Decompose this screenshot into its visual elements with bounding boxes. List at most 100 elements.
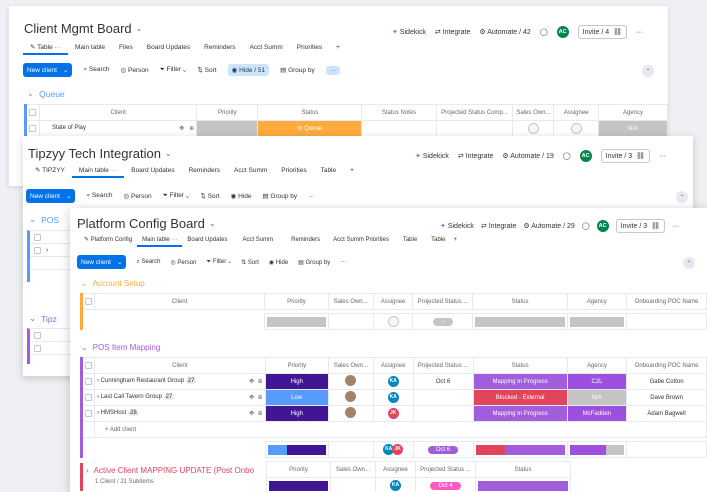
col-status[interactable]: Status (472, 293, 568, 310)
col-client[interactable]: Client (38, 104, 198, 121)
sales-owner-avatar[interactable] (345, 407, 357, 418)
col-priority[interactable]: Priority (264, 357, 329, 374)
add-view-button[interactable]: + (350, 167, 354, 174)
hide-button[interactable]: ◉ Hide (268, 259, 289, 266)
expand-chevron-icon[interactable]: › (97, 394, 99, 400)
agency-badge[interactable]: N/A (568, 390, 626, 405)
integrate-button[interactable]: ⇄ Integrate (480, 223, 517, 230)
automate-button[interactable]: ⚙ Automate / 42 (479, 29, 531, 36)
more-icon[interactable]: ··· (672, 222, 680, 230)
chat-icon[interactable]: ◯ (562, 153, 571, 160)
client-name[interactable]: State of Play (51, 125, 86, 131)
assignee-avatar[interactable]: KA (387, 376, 399, 387)
comment-icon[interactable]: ⊕ (257, 411, 263, 417)
row-checkbox[interactable] (29, 124, 37, 132)
expand-icon[interactable]: ✥ (249, 411, 255, 417)
tab-platform-config[interactable]: ✎ Platform Config (84, 237, 133, 243)
projected-date[interactable] (412, 405, 474, 422)
row-checkbox[interactable] (34, 247, 41, 254)
client-name[interactable]: HMSHost (100, 410, 127, 416)
col-agency[interactable]: Agency (598, 104, 668, 121)
sort-button[interactable]: ⇅ Sort (200, 193, 220, 200)
status-badge[interactable]: Mapping In Progress (474, 406, 567, 421)
new-client-button[interactable]: New client ⌄ (26, 189, 76, 203)
chat-icon[interactable]: ◯ (539, 29, 548, 36)
invite-button[interactable]: Invite / 4 ⛓ (577, 25, 628, 39)
hide-button[interactable]: ◉ Hide / 51 (227, 64, 270, 76)
tab-table-2[interactable]: Table (431, 237, 446, 243)
projected-date[interactable]: Oct 6 (412, 373, 474, 390)
col-agency[interactable]: Agency (566, 293, 628, 310)
chevron-right-icon[interactable]: › (86, 466, 89, 475)
col-client[interactable]: Client (94, 357, 266, 374)
group-title-pos-mapping[interactable]: POS Item Mapping (92, 343, 161, 352)
row-checkbox[interactable] (85, 377, 92, 385)
tab-acct-summ-priorities[interactable]: Acct Summ Priorities (333, 237, 389, 243)
avatar[interactable]: AC (556, 26, 569, 38)
tab-priorities[interactable]: Priorities (296, 44, 323, 51)
priority-badge[interactable]: Low (266, 390, 328, 405)
poc-name[interactable]: Adam Bagwell (626, 405, 707, 422)
group-by-button[interactable]: ▤ Group by (262, 193, 298, 200)
tab-table[interactable]: Table (402, 237, 418, 243)
table-row[interactable]: State of Play ✥ ⊕ In Queue N/A (25, 120, 668, 137)
chevron-down-icon[interactable]: ⌄ (62, 67, 69, 74)
tab-files[interactable]: Files (119, 44, 133, 51)
tab-priorities[interactable]: Priorities (281, 167, 307, 174)
status-notes-cell[interactable] (361, 120, 437, 137)
integrate-button[interactable]: ⇄ Integrate (434, 29, 471, 36)
col-assignee[interactable]: Assignee (372, 293, 414, 310)
person-button[interactable]: ◎ Person (120, 67, 149, 74)
tab-main-table[interactable]: Main table (75, 44, 106, 51)
col-sales-owner[interactable]: Sales Own... (327, 357, 374, 374)
chevron-down-icon[interactable]: ⌄ (81, 279, 88, 288)
col-priority[interactable]: Priority (196, 104, 259, 121)
tab-reminders[interactable]: Reminders (291, 237, 321, 243)
add-view-button[interactable]: + (336, 44, 340, 51)
search-button[interactable]: ⌕ Search (136, 258, 161, 265)
select-all-checkbox[interactable] (34, 332, 41, 339)
col-assignee[interactable]: Assignee (553, 104, 599, 121)
comment-icon[interactable]: ⊕ (189, 126, 195, 132)
chevron-down-icon[interactable]: ⌄ (208, 219, 216, 228)
poc-name[interactable]: Gabe Cotton (626, 373, 707, 390)
tab-acct-summ[interactable]: Acct Summ (234, 167, 268, 174)
group-title-pos[interactable]: POS (41, 214, 60, 225)
comment-icon[interactable]: ⊕ (257, 379, 263, 385)
avatar[interactable]: AC (579, 150, 592, 162)
collapse-icon[interactable]: ⌃ (642, 65, 654, 77)
group-title-account-setup[interactable]: Account Setup (92, 279, 145, 288)
sidekick-button[interactable]: ✦ Sidekick (392, 29, 426, 36)
automate-button[interactable]: ⚙ Automate / 19 (502, 153, 554, 160)
agency-badge[interactable]: McFadden (568, 406, 626, 421)
status-badge[interactable]: Mapping In Progress (474, 374, 567, 389)
person-button[interactable]: ◎ Person (170, 259, 197, 266)
more-icon[interactable]: ··· (659, 152, 667, 160)
select-all-checkbox[interactable] (85, 361, 92, 369)
tab-tipzyy[interactable]: ✎ TIPZYY (35, 167, 65, 174)
expand-chevron-icon[interactable]: › (97, 410, 99, 416)
chevron-down-icon[interactable]: ⌄ (29, 214, 37, 224)
chevron-down-icon[interactable]: ⌄ (116, 259, 123, 266)
col-projected-status[interactable]: Projected Status ... (412, 357, 474, 374)
table-row[interactable]: › Last Call Tavern Group 27 ✥ ⊕ Low KA Bl… (81, 389, 707, 406)
chevron-down-icon[interactable]: ⌄ (164, 149, 172, 158)
projected-cell[interactable] (435, 120, 514, 137)
col-agency[interactable]: Agency (566, 357, 628, 374)
avatar[interactable]: AC (596, 220, 609, 232)
more-toolbar-button[interactable]: ··· (308, 192, 315, 200)
col-status[interactable]: Status (257, 104, 363, 121)
more-toolbar-button[interactable]: ··· (325, 65, 341, 75)
tab-table[interactable]: Table (320, 167, 337, 174)
select-all-checkbox[interactable] (29, 108, 37, 116)
expand-icon[interactable]: ✥ (249, 395, 255, 401)
filter-button[interactable]: ⏷ Filter ⌄ (162, 192, 190, 199)
select-all-checkbox[interactable] (85, 297, 92, 305)
person-placeholder-icon[interactable] (570, 123, 582, 134)
expand-icon[interactable]: ✥ (179, 126, 185, 132)
sort-button[interactable]: ⇅ Sort (197, 67, 217, 74)
tab-table[interactable]: ✎ Table ··· (23, 41, 69, 55)
status-badge[interactable]: In Queue (258, 121, 361, 136)
chevron-down-icon[interactable]: ⌄ (135, 24, 143, 33)
priority-badge[interactable]: High (266, 374, 328, 389)
